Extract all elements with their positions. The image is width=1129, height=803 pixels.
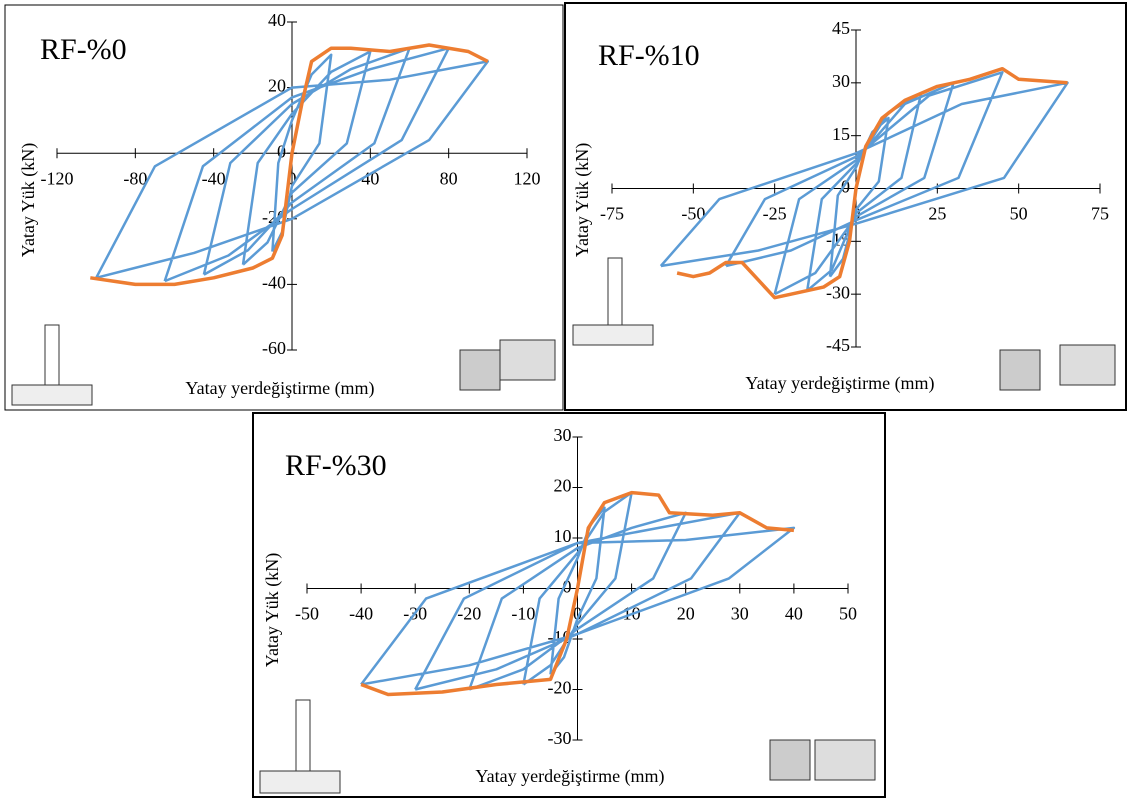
x-axis-title: Yatay yerdeğiştirme (mm) <box>475 766 664 787</box>
y-tick-label: -30 <box>826 282 850 302</box>
y-tick-label: 20 <box>554 476 572 496</box>
x-tick-label: 25 <box>928 204 946 224</box>
chart-title: RF-%0 <box>40 33 127 66</box>
x-tick-label: 50 <box>839 604 857 624</box>
x-tick-label: 30 <box>731 604 749 624</box>
x-tick-label: 80 <box>440 168 458 188</box>
x-tick-label: -50 <box>295 604 319 624</box>
y-tick-label: -40 <box>262 273 286 293</box>
x-tick-label: 40 <box>785 604 803 624</box>
figure: -120-80-4004080120-60-40-2002040RF-%0Yat… <box>0 0 1129 803</box>
y-axis-title: Yatay Yük (kN) <box>18 143 39 258</box>
x-axis-title: Yatay yerdeğiştirme (mm) <box>745 373 934 394</box>
x-tick-label: -25 <box>763 204 787 224</box>
y-tick-label: -30 <box>548 728 572 748</box>
x-tick-label: -10 <box>511 604 535 624</box>
y-tick-label: 40 <box>268 10 286 30</box>
x-tick-label: -120 <box>41 168 74 188</box>
x-tick-label: 50 <box>1010 204 1028 224</box>
y-tick-label: -60 <box>262 338 286 358</box>
y-axis-title: Yatay Yük (kN) <box>262 553 283 668</box>
x-tick-label: 75 <box>1091 204 1109 224</box>
y-axis-title: Yatay Yük (kN) <box>572 143 593 258</box>
chart-title: RF-%10 <box>598 39 700 72</box>
x-tick-label: 120 <box>514 168 541 188</box>
y-tick-label: 10 <box>554 526 572 546</box>
y-tick-label: -45 <box>826 335 850 355</box>
x-tick-label: -40 <box>202 168 226 188</box>
x-tick-label: -75 <box>600 204 624 224</box>
chart-title: RF-%30 <box>285 449 387 482</box>
x-tick-label: 20 <box>677 604 695 624</box>
y-tick-label: 30 <box>554 425 572 445</box>
y-tick-label: 30 <box>832 71 850 91</box>
x-tick-label: -40 <box>349 604 373 624</box>
y-tick-label: 45 <box>832 18 850 38</box>
x-axis-title: Yatay yerdeğiştirme (mm) <box>185 378 374 399</box>
y-tick-label: 15 <box>832 124 850 144</box>
